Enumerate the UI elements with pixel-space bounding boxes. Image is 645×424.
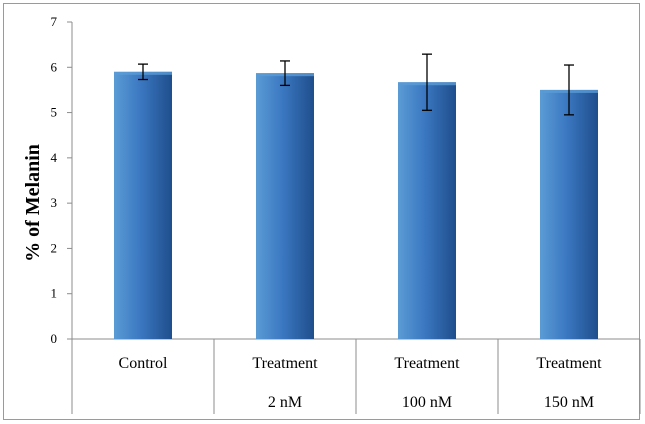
bars xyxy=(114,71,598,340)
y-axis-label: % of Melanin xyxy=(22,144,44,262)
y-tick-label: 2 xyxy=(51,240,58,255)
y-tick-label: 5 xyxy=(51,105,58,120)
bar xyxy=(398,82,456,339)
bar xyxy=(114,71,172,340)
y-tick-label: 0 xyxy=(51,331,58,346)
chart-frame xyxy=(3,3,640,420)
y-axis: 0 1 2 3 4 5 6 7 xyxy=(51,14,73,346)
y-tick-label: 4 xyxy=(51,150,58,165)
bar xyxy=(540,89,598,339)
y-tick-label: 3 xyxy=(51,195,58,210)
x-category-label: Control xyxy=(119,355,168,372)
x-category-label: Treatment xyxy=(394,355,460,372)
error-bars xyxy=(138,53,574,116)
x-category-label: Treatment xyxy=(536,355,602,372)
x-category-label: 2 nM xyxy=(268,394,302,411)
bar xyxy=(256,73,314,340)
y-tick-label: 1 xyxy=(51,286,58,301)
y-tick-label: 6 xyxy=(51,59,58,74)
x-category-label: 100 nM xyxy=(402,394,452,411)
x-category-label: Treatment xyxy=(252,355,318,372)
category-labels: Control Treatment 2 nM Treatment 100 nM Treat… xyxy=(119,355,603,411)
y-tick-label: 7 xyxy=(51,14,58,29)
x-category-label: 150 nM xyxy=(544,394,594,411)
